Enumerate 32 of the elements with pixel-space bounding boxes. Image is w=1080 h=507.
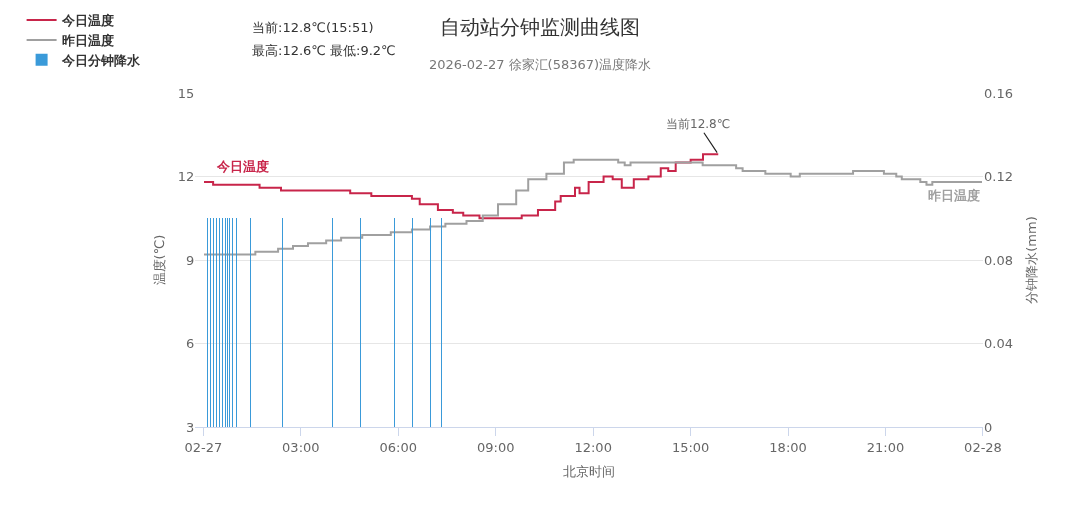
y2-tick-label: 0.16 xyxy=(984,85,1013,101)
x-tick-label: 09:00 xyxy=(476,439,515,455)
y2-tick-label: 0.04 xyxy=(984,336,1013,352)
text: 今日温度 xyxy=(217,159,269,174)
x-tick-label: 02-27 xyxy=(184,439,223,455)
y2-axis-title: 分钟降水(mm) xyxy=(1023,216,1039,304)
legend-label: 昨日温度 xyxy=(61,32,114,48)
y-tick-label: 6 xyxy=(185,336,195,352)
text: 当前:12.8℃(15:51) xyxy=(252,20,374,35)
y-tick-label: 15 xyxy=(177,85,195,101)
text: 昨日温度 xyxy=(928,188,980,203)
y2-tick-label: 0.12 xyxy=(984,169,1013,185)
y2-tick-label: 0 xyxy=(984,419,993,435)
x-tick-label: 18:00 xyxy=(769,439,807,455)
legend-label: 今日温度 xyxy=(60,13,114,29)
legend-label: 今日分钟降水 xyxy=(60,52,141,68)
text: 最高:12.6℃ 最低:9.2℃ xyxy=(252,43,396,58)
annotation: 当前12.8℃ xyxy=(666,117,731,131)
x-axis-title: 北京时间 xyxy=(563,464,616,479)
x-tick-label: 12:00 xyxy=(574,439,612,455)
y2-tick-label: 0.08 xyxy=(984,252,1013,268)
y-tick-label: 9 xyxy=(185,252,195,268)
y-tick-label: 3 xyxy=(185,419,195,435)
x-tick-label: 21:00 xyxy=(866,439,905,455)
x-tick-label: 03:00 xyxy=(282,439,320,455)
chart-title: 自动站分钟监测曲线图 xyxy=(440,15,640,40)
y-axis-title: 温度(℃) xyxy=(151,234,167,286)
x-tick-label: 15:00 xyxy=(671,439,710,455)
x-tick-label: 06:00 xyxy=(379,439,418,455)
y-tick-label: 12 xyxy=(177,169,195,185)
x-tick-label: 02-28 xyxy=(964,439,1002,455)
chart-subtitle: 2026-02-27 徐家汇(58367)温度降水 xyxy=(428,57,652,73)
